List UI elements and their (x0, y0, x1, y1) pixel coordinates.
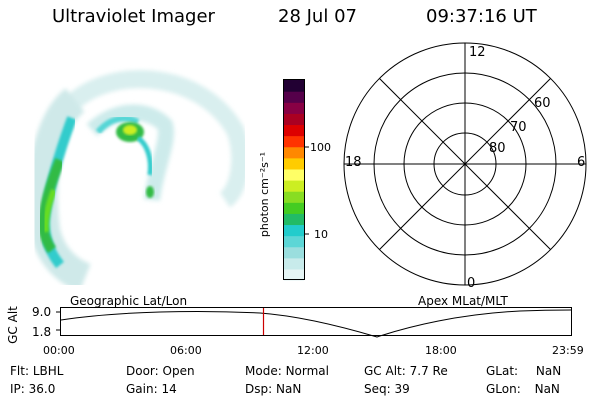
polar-label-0: 0 (467, 276, 476, 291)
polar-lat-60: 60 (534, 96, 551, 111)
timeline-y-top: 9.0 (32, 305, 52, 319)
colorbar-cell (284, 91, 304, 103)
colorbar-tick-10: 10 (314, 228, 328, 241)
colorbar-cell (284, 157, 304, 170)
colorbar-cell (284, 80, 304, 92)
footer-seq: Seq: 39 (364, 382, 410, 396)
timeline-plot (56, 307, 572, 338)
aurora-image (30, 70, 245, 285)
footer-glon: GLon: NaN (486, 382, 560, 396)
polar-label-6: 6 (577, 155, 586, 170)
colorbar-cell (284, 213, 304, 226)
footer-gain: Gain: 14 (126, 382, 177, 396)
timeline-tick-2: 12:00 (297, 344, 329, 357)
instrument-title: Ultraviolet Imager (52, 6, 215, 27)
footer-dsp: Dsp: NaN (245, 382, 302, 396)
colorbar-cell (284, 102, 304, 114)
footer-mode: Mode: Normal (245, 364, 329, 378)
colorbar-cell (284, 135, 304, 148)
colorbar (283, 79, 309, 281)
footer-door: Door: Open (126, 364, 195, 378)
time-label: 09:37:16 UT (426, 6, 537, 27)
footer-ip: IP: 36.0 (10, 382, 56, 396)
polar-grid (343, 42, 587, 286)
timeline-y-bottom: 1.8 (32, 325, 52, 339)
colorbar-cell (284, 257, 304, 270)
colorbar-cell (284, 180, 304, 192)
footer-glat: GLat: NaN (486, 364, 562, 378)
timeline-right-label: Apex MLat/MLT (418, 294, 508, 308)
colorbar-cell (284, 146, 304, 159)
colorbar-cell (284, 168, 304, 181)
timeline-tick-1: 06:00 (170, 344, 202, 357)
date-label: 28 Jul 07 (278, 6, 357, 27)
colorbar-cell (284, 268, 304, 281)
polar-label-12: 12 (469, 45, 486, 60)
footer-gc-alt: GC Alt: 7.7 Re (364, 364, 448, 378)
timeline-tick-3: 18:00 (425, 344, 457, 357)
timeline-left-label: Geographic Lat/Lon (70, 294, 188, 308)
timeline-tick-0: 00:00 (43, 344, 75, 357)
colorbar-cell (284, 202, 304, 214)
footer-flt: Flt: LBHL (10, 364, 64, 378)
colorbar-label: photon cm⁻²s⁻¹ (258, 151, 272, 238)
polar-label-18: 18 (345, 155, 362, 170)
colorbar-cell (284, 113, 304, 126)
colorbar-tick-100: 100 (310, 141, 331, 154)
colorbar-cell (284, 246, 304, 259)
colorbar-cell (284, 191, 304, 203)
colorbar-cell (284, 235, 304, 248)
colorbar-cell (284, 224, 304, 237)
polar-lat-80: 80 (489, 141, 506, 156)
polar-lat-70: 70 (510, 120, 527, 135)
timeline-tick-4: 23:59 (552, 344, 584, 357)
colorbar-cell (284, 124, 304, 137)
